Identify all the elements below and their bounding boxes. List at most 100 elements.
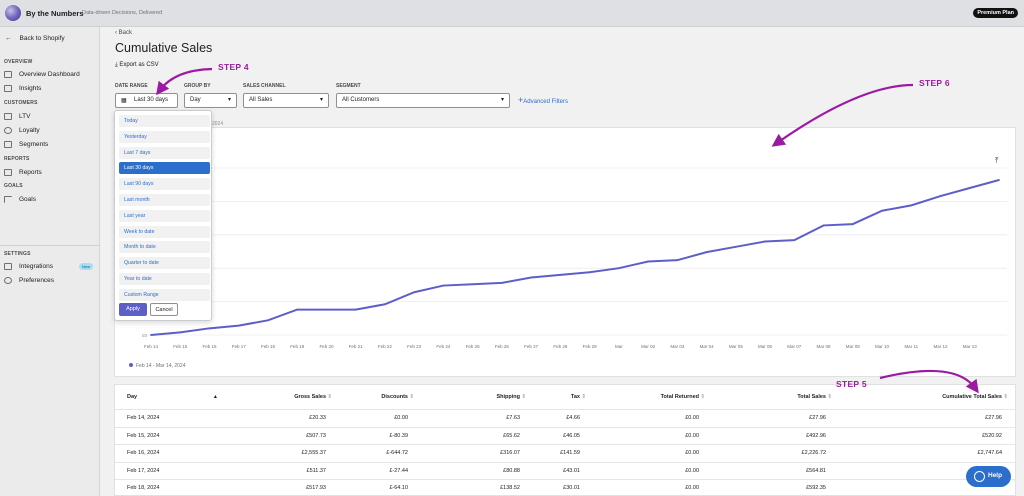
- data-point[interactable]: [734, 245, 737, 248]
- back-to-shopify-link[interactable]: ← Back to Shopify: [5, 35, 65, 42]
- data-point[interactable]: [588, 271, 591, 274]
- data-point[interactable]: [471, 283, 474, 286]
- table-cell: £-64.10: [389, 485, 408, 492]
- sort-icon[interactable]: ⇕: [1003, 394, 1008, 400]
- sidebar-item-segments[interactable]: Segments: [4, 141, 48, 148]
- data-point[interactable]: [851, 223, 854, 225]
- column-header[interactable]: Tax: [570, 394, 580, 400]
- sort-icon[interactable]: ⇕: [581, 394, 586, 400]
- x-tick-label: Mar 10: [875, 344, 890, 349]
- table-cell: £27.96: [809, 415, 826, 422]
- date-option[interactable]: Last 30 days: [119, 162, 210, 175]
- data-point[interactable]: [179, 331, 182, 334]
- sort-icon[interactable]: ⇕: [700, 394, 705, 400]
- sort-icon[interactable]: ⇕: [827, 394, 832, 400]
- data-point[interactable]: [910, 204, 913, 207]
- advanced-filters-link[interactable]: +Advanced Filters: [518, 95, 568, 105]
- data-point[interactable]: [500, 281, 503, 284]
- data-point[interactable]: [647, 260, 650, 263]
- data-point[interactable]: [237, 324, 240, 327]
- legend-label[interactable]: Feb 14 - Mar 14, 2024: [136, 363, 186, 369]
- date-option[interactable]: Month to date: [119, 241, 210, 254]
- column-header[interactable]: Gross Sales: [294, 394, 326, 400]
- data-point[interactable]: [793, 239, 796, 242]
- sort-asc-icon[interactable]: ▴: [214, 394, 217, 400]
- table-row[interactable]: Feb 18, 2024 £517.93 £-64.10 £138.52 £30.01 £…: [115, 480, 1017, 496]
- date-range-select[interactable]: ▦ Last 30 days: [115, 93, 178, 108]
- column-header[interactable]: Day: [127, 394, 138, 400]
- date-option[interactable]: Today: [119, 115, 210, 127]
- sort-icon[interactable]: ⇕: [327, 394, 332, 400]
- x-tick-label: Mar 11: [904, 344, 918, 349]
- export-csv-button[interactable]: ⤓ Export as CSV: [115, 62, 159, 69]
- data-point[interactable]: [354, 308, 357, 311]
- table-cell: £-80.39: [389, 432, 408, 439]
- table-cell: £2,747.64: [977, 450, 1002, 457]
- sidebar-item-preferences[interactable]: Preferences: [4, 277, 54, 284]
- data-point[interactable]: [764, 240, 766, 243]
- sidebar-item-label: Insights: [19, 85, 42, 92]
- help-button[interactable]: Help: [966, 466, 1011, 487]
- date-option[interactable]: Last month: [119, 194, 210, 206]
- sidebar-item-reports[interactable]: Reports: [4, 169, 42, 176]
- column-header[interactable]: Total Sales: [797, 394, 826, 400]
- data-point[interactable]: [998, 179, 1000, 181]
- data-point[interactable]: [150, 334, 152, 336]
- back-link[interactable]: ‹ Back: [115, 30, 132, 36]
- date-option[interactable]: Last 90 days: [119, 178, 210, 191]
- sidebar-item-integrations[interactable]: Integrations: [4, 263, 53, 270]
- sidebar-item-goals[interactable]: Goals: [4, 196, 36, 203]
- data-point[interactable]: [413, 291, 416, 294]
- date-option[interactable]: Quarter to date: [119, 257, 210, 270]
- data-point[interactable]: [325, 308, 328, 311]
- cancel-button[interactable]: Cancel: [150, 303, 178, 316]
- date-option[interactable]: Week to date: [119, 225, 210, 238]
- sidebar-item-ltv[interactable]: LTV: [4, 113, 30, 120]
- data-point[interactable]: [881, 209, 883, 212]
- sort-icon[interactable]: ⇕: [409, 394, 414, 400]
- date-option[interactable]: Last year: [119, 209, 210, 222]
- data-point[interactable]: [296, 308, 299, 311]
- date-option[interactable]: Yesterday: [119, 130, 210, 143]
- data-point[interactable]: [559, 273, 562, 276]
- data-point[interactable]: [384, 303, 386, 306]
- data-point[interactable]: [208, 327, 211, 330]
- date-option[interactable]: Year to date: [119, 273, 210, 285]
- group-by-select[interactable]: Day ▾: [184, 93, 237, 108]
- sidebar-item-overview-dashboard[interactable]: Overview Dashboard: [4, 71, 80, 78]
- data-point[interactable]: [617, 267, 620, 270]
- table-row[interactable]: Feb 16, 2024 £2,555.37 £-644.72 £316.07 £141…: [115, 445, 1017, 463]
- column-header[interactable]: Discounts: [381, 394, 408, 400]
- date-option[interactable]: Custom Range: [119, 288, 210, 301]
- data-point[interactable]: [822, 224, 825, 227]
- column-header[interactable]: Total Returned: [660, 394, 699, 400]
- table-cell: £80.88: [503, 467, 520, 474]
- data-point[interactable]: [968, 187, 971, 189]
- column-header[interactable]: Shipping: [496, 394, 520, 400]
- data-point[interactable]: [530, 276, 533, 279]
- table-row[interactable]: Feb 17, 2024 £511.37 £-27.44 £80.88 £43.01 £0…: [115, 463, 1017, 480]
- x-tick-label: Mar 13: [963, 344, 978, 349]
- table-row[interactable]: Feb 15, 2024 £507.73 £-80.39 £65.62 £46.05 £0…: [115, 428, 1017, 445]
- data-point[interactable]: [267, 319, 269, 322]
- chart-panel: ⤒ £0 Feb 14 Feb 15 Feb 16 Feb 17 Feb 18 Feb 19 F…: [114, 127, 1016, 377]
- apply-button[interactable]: Apply: [119, 303, 147, 316]
- data-point[interactable]: [676, 259, 679, 262]
- chart-export-icon[interactable]: ⤒: [995, 156, 999, 165]
- data-point[interactable]: [705, 251, 708, 254]
- sidebar-item-insights[interactable]: Insights: [4, 85, 41, 92]
- sales-channel-select[interactable]: All Sales ▾: [243, 93, 329, 108]
- plan-badge[interactable]: Premium Plan: [973, 8, 1018, 18]
- column-header[interactable]: Cumulative Total Sales: [942, 394, 1002, 400]
- date-option[interactable]: Last 7 days: [119, 146, 210, 159]
- sort-icon[interactable]: ⇕: [521, 394, 526, 400]
- data-point[interactable]: [442, 284, 445, 287]
- page-title: Cumulative Sales: [115, 41, 213, 55]
- data-point[interactable]: [939, 195, 942, 197]
- segment-select[interactable]: All Customers ▾: [336, 93, 510, 108]
- sidebar-item-loyalty[interactable]: Loyalty: [4, 127, 40, 134]
- table-cell: £492.96: [806, 432, 826, 439]
- table-row[interactable]: Feb 14, 2024 £20.33 £0.00 £7.63 £4.66 £0.00 £2…: [115, 410, 1017, 428]
- x-tick-label: Mar 05: [729, 344, 744, 349]
- x-tick-label: Mar 06: [758, 344, 773, 349]
